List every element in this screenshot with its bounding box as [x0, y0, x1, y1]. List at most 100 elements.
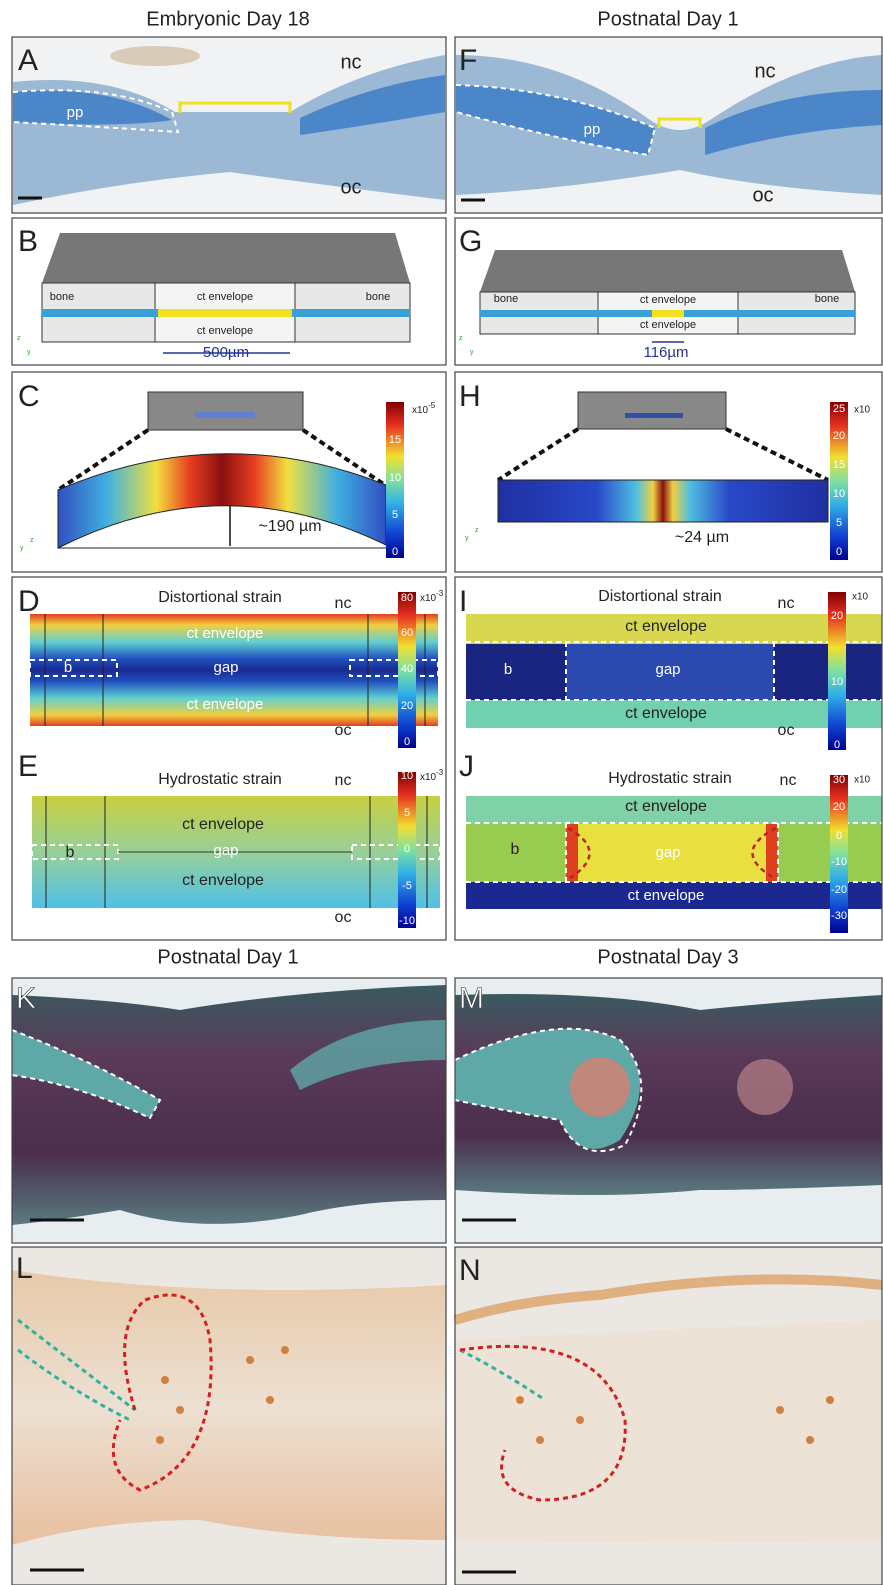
label: b [64, 659, 72, 676]
axis-label: y [27, 349, 31, 356]
label: ct envelope [197, 325, 253, 337]
colorbar-tick: -20 [831, 884, 847, 896]
label: gap [655, 661, 680, 678]
colorbar-tick: -10 [831, 856, 847, 868]
colorbar-tick: 80 [401, 592, 413, 604]
colorbar-tick: 20 [831, 610, 843, 622]
panel-letter: N [459, 1254, 481, 1287]
label: nc [754, 60, 775, 82]
axis-label: z [459, 335, 463, 342]
panel-a: A nc pp oc [12, 37, 446, 213]
colorbar-tick: 15 [389, 434, 401, 446]
label: oc [778, 722, 795, 739]
label: b [511, 841, 520, 858]
panel-k: K [12, 978, 446, 1243]
panel-ij: I Distortional strain nc ct envelope b g… [455, 577, 882, 940]
panel-m: M [455, 978, 882, 1243]
label: ct envelope [640, 319, 696, 331]
panel-letter: M [459, 982, 484, 1015]
colorbar-tick: 5 [404, 807, 410, 819]
label: ct envelope [197, 291, 253, 303]
label: ct envelope [187, 696, 264, 713]
colorbar-tick: 20 [401, 700, 413, 712]
page: {"headers":{"top_left":"Embryonic Day 18… [0, 0, 883, 1585]
colorbar-tick: 25 [833, 403, 845, 415]
label: gap [655, 844, 680, 861]
panel-title: Hydrostatic strain [608, 770, 732, 787]
label: nc [778, 595, 795, 612]
axis-label: y [470, 349, 474, 356]
colorbar-tick: 0 [836, 546, 842, 558]
panel-letter: F [459, 44, 477, 77]
label: gap [213, 659, 238, 676]
colorbar-tick: 0 [836, 830, 842, 842]
label: bone [50, 291, 74, 303]
label: ct envelope [625, 705, 707, 722]
panel-letter: A [18, 44, 38, 77]
column-header: Postnatal Day 1 [157, 946, 298, 968]
colorbar-tick: 40 [401, 663, 413, 675]
colorbar-tick: 0 [392, 546, 398, 558]
colorbar-tick: 0 [404, 843, 410, 855]
scale-label: 500µm [203, 344, 249, 361]
panel-l: L [12, 1247, 446, 1585]
label: oc [752, 184, 773, 206]
colorbar-tick: 15 [833, 459, 845, 471]
colorbar-tick: 10 [401, 770, 413, 782]
panel-n: N [455, 1247, 882, 1585]
colorbar-unit: x10-3 [420, 589, 444, 604]
colorbar-tick: -5 [402, 880, 412, 892]
panel-letter: E [18, 750, 38, 783]
colorbar-unit: x10 [854, 405, 871, 416]
label: ct envelope [182, 872, 264, 889]
panel-title: Distortional strain [598, 588, 722, 605]
axis-label: z [475, 527, 479, 534]
panel-b: B bone bone ct envelope ct envelope 500µ… [12, 218, 446, 365]
label: nc [780, 772, 797, 789]
label: ct envelope [628, 887, 705, 904]
colorbar-tick: 10 [389, 472, 401, 484]
colorbar-tick: 5 [392, 509, 398, 521]
panel-f: F nc pp oc [455, 37, 882, 213]
label: ct envelope [625, 618, 707, 635]
deflection-label: ~190 µm [258, 518, 321, 535]
scale-label: 116µm [643, 344, 688, 361]
label: pp [584, 121, 601, 138]
axis-label: z [17, 335, 21, 342]
axis-label: y [20, 545, 24, 552]
colorbar-tick: -10 [399, 915, 415, 927]
deflection-label: ~24 µm [675, 529, 729, 546]
panel-letter: C [18, 380, 40, 413]
colorbar-tick: 20 [833, 430, 845, 442]
colorbar-tick: 60 [401, 627, 413, 639]
axis-label: y [465, 535, 469, 542]
label: oc [335, 909, 352, 926]
colorbar-unit: x10 [854, 775, 871, 786]
label: nc [335, 772, 352, 789]
panel-letter: K [16, 982, 36, 1015]
colorbar-tick: 5 [836, 517, 842, 529]
panel-g: G bone bone ct envelope ct envelope 116µ… [455, 218, 882, 365]
label: bone [815, 293, 839, 305]
colorbar-tick: 10 [833, 488, 845, 500]
panel-letter: D [18, 585, 40, 618]
label: oc [335, 722, 352, 739]
colorbar-tick: 10 [831, 676, 843, 688]
label: nc [340, 51, 361, 73]
panel-title: Distortional strain [158, 589, 282, 606]
label: ct envelope [625, 798, 707, 815]
panel-letter: L [16, 1252, 33, 1285]
panel-letter: I [459, 585, 467, 618]
panel-letter: H [459, 380, 481, 413]
label: b [504, 661, 512, 678]
label: gap [213, 842, 238, 859]
colorbar-tick: 30 [833, 774, 845, 786]
panel-de: D Distortional strain nc ct envelope b g… [12, 577, 446, 940]
label: ct envelope [182, 816, 264, 833]
column-header: Postnatal Day 1 [597, 8, 738, 30]
colorbar [830, 402, 848, 560]
colorbar-tick: 0 [404, 736, 410, 748]
label: pp [67, 104, 84, 121]
panel-letter: J [459, 750, 474, 783]
label: b [66, 844, 75, 861]
